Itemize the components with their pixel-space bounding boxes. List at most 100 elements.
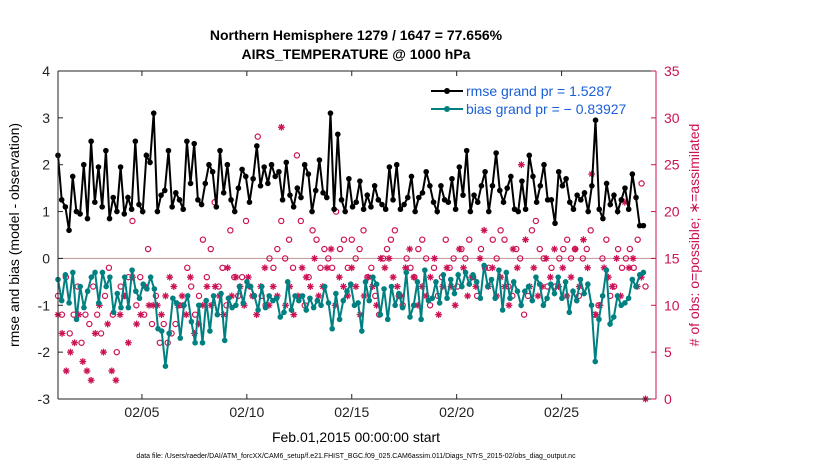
rmse-point: [508, 173, 514, 180]
rmse-point: [622, 185, 628, 191]
bias-point: [158, 328, 165, 334]
rmse-point: [191, 140, 198, 147]
bias-point: [103, 283, 109, 290]
rmse-point: [497, 187, 503, 194]
left-y-tick-label: 0: [42, 250, 50, 266]
left-y-tick-label: -1: [38, 297, 51, 313]
rmse-point: [614, 208, 621, 215]
assimilated-obs-point: [609, 283, 616, 290]
rmse-line: [57, 113, 644, 231]
rmse-point: [173, 190, 179, 196]
bias-point: [181, 302, 187, 309]
possible-obs-point: [187, 283, 195, 290]
rmse-point: [69, 173, 76, 180]
rmse-point: [430, 199, 437, 205]
rmse-point: [360, 206, 367, 213]
bias-point: [403, 269, 410, 276]
possible-obs-point: [336, 245, 344, 253]
rmse-point: [357, 178, 363, 184]
bias-point: [244, 279, 250, 285]
possible-obs-point: [325, 255, 332, 262]
x-axis-label: Feb.01,2015 00:00:00 start: [272, 429, 440, 445]
bias-point: [447, 276, 454, 283]
rmse-point: [121, 211, 128, 217]
bias-point: [258, 283, 265, 290]
bias-point: [492, 295, 499, 302]
possible-obs-point: [160, 320, 167, 328]
bias-point: [399, 304, 406, 311]
possible-obs-point: [516, 255, 524, 262]
x-tick-label: 02/20: [439, 404, 474, 420]
bias-point: [318, 302, 324, 309]
possible-obs-point: [403, 255, 410, 262]
bias-point: [418, 316, 424, 323]
assimilated-obs-point: [613, 255, 620, 262]
bias-point: [121, 274, 128, 280]
rmse-point: [294, 185, 301, 191]
possible-obs-point: [266, 255, 273, 262]
bias-point: [173, 300, 180, 306]
possible-obs-point: [383, 245, 391, 253]
possible-obs-point: [289, 264, 297, 271]
assimilated-obs-point: [178, 292, 186, 300]
bias-point: [525, 283, 532, 290]
bias-point: [573, 297, 580, 304]
rmse-point: [438, 183, 444, 189]
bias-point: [559, 295, 565, 302]
rmse-point: [349, 204, 356, 210]
rmse-point: [279, 197, 286, 203]
possible-obs-point: [360, 227, 367, 234]
assimilated-obs-point: [335, 273, 343, 281]
bias-point: [262, 304, 269, 311]
bias-point: [151, 286, 158, 292]
assimilated-obs-point: [83, 367, 91, 375]
rmse-point: [338, 197, 345, 203]
possible-obs-point: [86, 320, 93, 328]
rmse-point: [379, 201, 385, 208]
footnote: data file: /Users/raeder/DAI/ATM_forcXX/…: [136, 453, 576, 460]
bias-point: [585, 281, 591, 288]
bias-point: [314, 297, 321, 304]
bias-point: [307, 295, 313, 302]
left-y-tick-label: 1: [42, 204, 50, 220]
possible-obs-point: [348, 236, 355, 243]
bias-point: [77, 283, 84, 290]
assimilated-obs-point: [364, 273, 372, 281]
rmse-point: [578, 197, 584, 203]
bias-point: [92, 269, 98, 276]
possible-obs-point: [556, 255, 563, 262]
possible-obs-point: [501, 236, 508, 243]
bias-point: [292, 293, 298, 299]
bias-point: [359, 328, 365, 334]
rmse-point: [254, 143, 260, 149]
possible-obs-point: [638, 180, 645, 187]
rmse-point: [154, 208, 161, 215]
bias-point: [266, 293, 272, 299]
assimilated-obs-point: [79, 358, 87, 365]
bias-point: [199, 339, 206, 346]
rmse-point: [607, 201, 614, 208]
legend-bias-label: bias grand pr = − 0.83927: [466, 101, 627, 117]
possible-obs-point: [199, 236, 207, 243]
bias-point: [58, 297, 65, 304]
assimilated-obs-point: [67, 348, 74, 356]
bias-point: [247, 283, 254, 290]
bias-point: [429, 295, 436, 302]
assimilated-obs-point: [261, 264, 269, 272]
bias-point: [396, 290, 402, 297]
rmse-point: [136, 201, 142, 208]
rmse-point: [515, 208, 522, 215]
bias-point: [99, 269, 106, 276]
rmse-point: [559, 183, 566, 189]
possible-obs-point: [203, 273, 211, 281]
bias-point: [470, 272, 476, 278]
rmse-point: [283, 159, 290, 166]
rmse-point: [239, 166, 245, 173]
assimilated-obs-point: [91, 330, 99, 337]
rmse-point: [548, 197, 555, 203]
rmse-point: [449, 175, 455, 182]
rmse-point: [235, 185, 242, 191]
rmse-point: [618, 197, 625, 203]
bias-point: [581, 290, 587, 297]
rmse-point: [184, 138, 190, 145]
